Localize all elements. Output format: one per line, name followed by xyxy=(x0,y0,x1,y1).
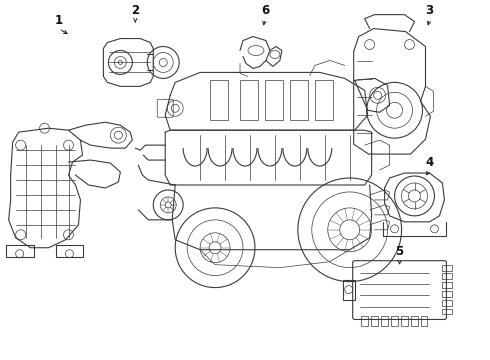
Bar xyxy=(442,291,452,297)
Bar xyxy=(442,300,452,306)
Bar xyxy=(400,316,408,327)
Text: 1: 1 xyxy=(54,14,63,27)
Bar xyxy=(381,316,388,327)
Bar xyxy=(420,316,427,327)
Bar xyxy=(442,282,452,288)
Text: 5: 5 xyxy=(395,245,404,258)
Bar xyxy=(391,316,397,327)
Bar xyxy=(370,316,378,327)
Bar xyxy=(6,245,34,257)
Text: 2: 2 xyxy=(131,4,139,17)
Text: 3: 3 xyxy=(425,4,434,17)
Bar xyxy=(442,265,452,271)
Text: 4: 4 xyxy=(425,156,434,168)
Bar xyxy=(315,80,333,120)
Bar xyxy=(55,245,83,257)
Text: 6: 6 xyxy=(261,4,269,17)
Bar xyxy=(411,316,417,327)
Bar xyxy=(442,274,452,279)
Bar xyxy=(361,316,368,327)
Bar xyxy=(290,80,308,120)
Bar xyxy=(265,80,283,120)
Bar xyxy=(240,80,258,120)
Bar xyxy=(442,309,452,315)
Bar xyxy=(343,280,355,300)
Bar xyxy=(210,80,228,120)
